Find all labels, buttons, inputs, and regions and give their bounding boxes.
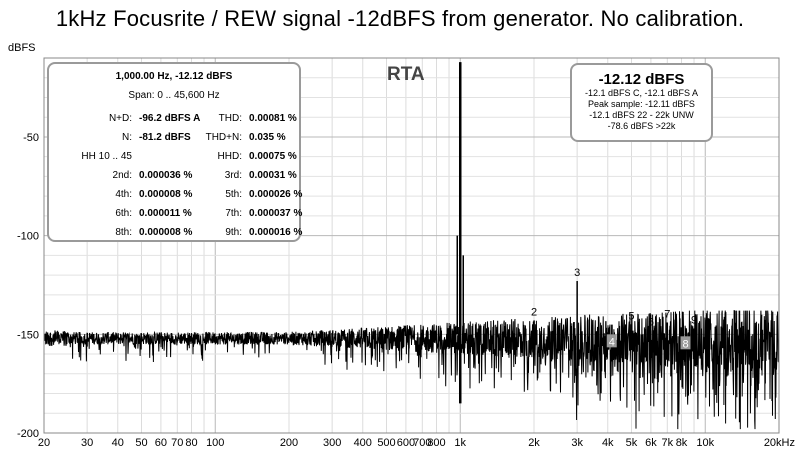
- stats-value: 0.00031 %: [249, 170, 297, 181]
- x-tick-label: 1k: [454, 437, 466, 449]
- y-tick-label: -200: [17, 428, 39, 440]
- level-line: Peak sample: -12.11 dBFS: [588, 99, 695, 109]
- level-line: -12.1 dBFS C, -12.1 dBFS A: [584, 88, 699, 98]
- x-tick-label: 8k: [676, 437, 688, 449]
- stats-value: 0.000008 %: [139, 227, 193, 238]
- harmonic-label: 5: [628, 310, 634, 322]
- x-tick-label: 70: [171, 437, 183, 449]
- stats-row: N+D: -96.2 dBFS A THD: 0.00081 %: [49, 113, 299, 125]
- x-tick-label: 500: [377, 437, 395, 449]
- stats-label: 7th:: [225, 208, 242, 219]
- stats-value: -81.2 dBFS: [139, 132, 191, 143]
- y-tick-label: -50: [23, 132, 39, 144]
- x-tick-label: 60: [155, 437, 167, 449]
- y-tick-label: -100: [17, 231, 39, 243]
- stats-label: N:: [122, 132, 132, 143]
- harmonic-label: 9: [691, 314, 697, 326]
- stats-label: 8th:: [115, 227, 132, 238]
- rta-label: RTA: [387, 64, 425, 85]
- x-tick-label: 10k: [696, 437, 714, 449]
- harmonic-label: 3: [574, 267, 580, 279]
- x-tick-label: 800: [427, 437, 445, 449]
- x-tick-label: 700: [413, 437, 431, 449]
- x-tick-label: 3k: [571, 437, 583, 449]
- level-line: -12.1 dBFS 22 - 22k UNW: [589, 110, 694, 120]
- x-tick-label: 30: [81, 437, 93, 449]
- stats-label: THD+N:: [205, 132, 242, 143]
- x-tick-label: 2k: [528, 437, 540, 449]
- stats-row: 8th: 0.000008 % 9th: 0.000016 %: [49, 227, 303, 239]
- spectrum-trace: [43, 310, 780, 430]
- stats-row: 2nd: 0.000036 % 3rd: 0.00031 %: [49, 170, 299, 182]
- x-tick-label: 80: [185, 437, 197, 449]
- harmonic-label: 2: [531, 307, 537, 319]
- stats-value: 0.00081 %: [249, 113, 297, 124]
- x-tick-label: 6k: [645, 437, 657, 449]
- x-tick-label: 100: [206, 437, 224, 449]
- x-tick-label: 7k: [661, 437, 673, 449]
- stats-label: 6th:: [115, 208, 132, 219]
- stats-value: 0.000036 %: [139, 170, 193, 181]
- x-tick-label: 20: [38, 437, 50, 449]
- y-axis-label: dBFS: [8, 42, 36, 54]
- x-tick-label: 200: [280, 437, 298, 449]
- stats-label: HH 10 .. 45: [81, 151, 132, 162]
- stats-label: 5th:: [225, 189, 242, 200]
- y-tick-label: -150: [17, 329, 39, 341]
- stats-row: N: -81.2 dBFS THD+N: 0.035 %: [49, 132, 299, 144]
- stats-label: 3rd:: [224, 170, 242, 181]
- stats-row: HH 10 .. 45 HHD: 0.00075 %: [49, 151, 299, 163]
- x-tick-label: 20kHz: [764, 437, 795, 449]
- x-tick-label: 40: [112, 437, 124, 449]
- stats-value: 0.000037 %: [249, 208, 303, 219]
- stats-value: -96.2 dBFS A: [139, 113, 201, 124]
- stats-value: 0.000011 %: [139, 208, 192, 219]
- stats-box: 1,000.00 Hz, -12.12 dBFS Span: 0 .. 45,6…: [47, 62, 303, 242]
- stats-label: 4th:: [115, 189, 132, 200]
- harmonic-label: 7: [664, 308, 670, 320]
- stats-value: 0.000008 %: [139, 189, 193, 200]
- x-tick-label: 400: [354, 437, 372, 449]
- x-tick-label: 600: [397, 437, 415, 449]
- x-tick-label: 300: [323, 437, 341, 449]
- x-tick-label: 4k: [602, 437, 614, 449]
- stats-label: 9th:: [225, 227, 242, 238]
- stats-label: 2nd:: [112, 170, 132, 181]
- harmonic-marker: [680, 336, 691, 350]
- x-tick-label: 5k: [626, 437, 638, 449]
- plot-border: [43, 57, 780, 434]
- stats-label: N+D:: [108, 113, 132, 124]
- stats-row: 6th: 0.000011 % 7th: 0.000037 %: [49, 208, 303, 220]
- stats-span: Span: 0 .. 45,600 Hz: [128, 90, 220, 101]
- level-box: -12.12 dBFS -12.1 dBFS C, -12.1 dBFS A P…: [570, 63, 713, 142]
- stats-row: 4th: 0.000008 % 5th: 0.000026 %: [49, 189, 303, 201]
- stats-label: HHD:: [217, 151, 242, 162]
- stats-value: 0.00075 %: [249, 151, 297, 162]
- stats-value: 0.035 %: [249, 132, 286, 143]
- harmonic-label: 8: [682, 338, 688, 350]
- harmonic-marker: [606, 334, 617, 348]
- stats-value: 0.000016 %: [249, 227, 303, 238]
- harmonic-label: 6: [648, 316, 654, 328]
- x-tick-label: 50: [135, 437, 147, 449]
- harmonic-label: 4: [609, 336, 615, 348]
- stats-label: THD:: [218, 113, 242, 124]
- stats-header: 1,000.00 Hz, -12.12 dBFS: [115, 71, 233, 82]
- stats-value: 0.000026 %: [249, 189, 303, 200]
- chart-title: 1kHz Focusrite / REW signal -12dBFS from…: [55, 6, 745, 31]
- level-main: -12.12 dBFS: [598, 71, 685, 88]
- level-line: -78.6 dBFS >22k: [607, 121, 676, 131]
